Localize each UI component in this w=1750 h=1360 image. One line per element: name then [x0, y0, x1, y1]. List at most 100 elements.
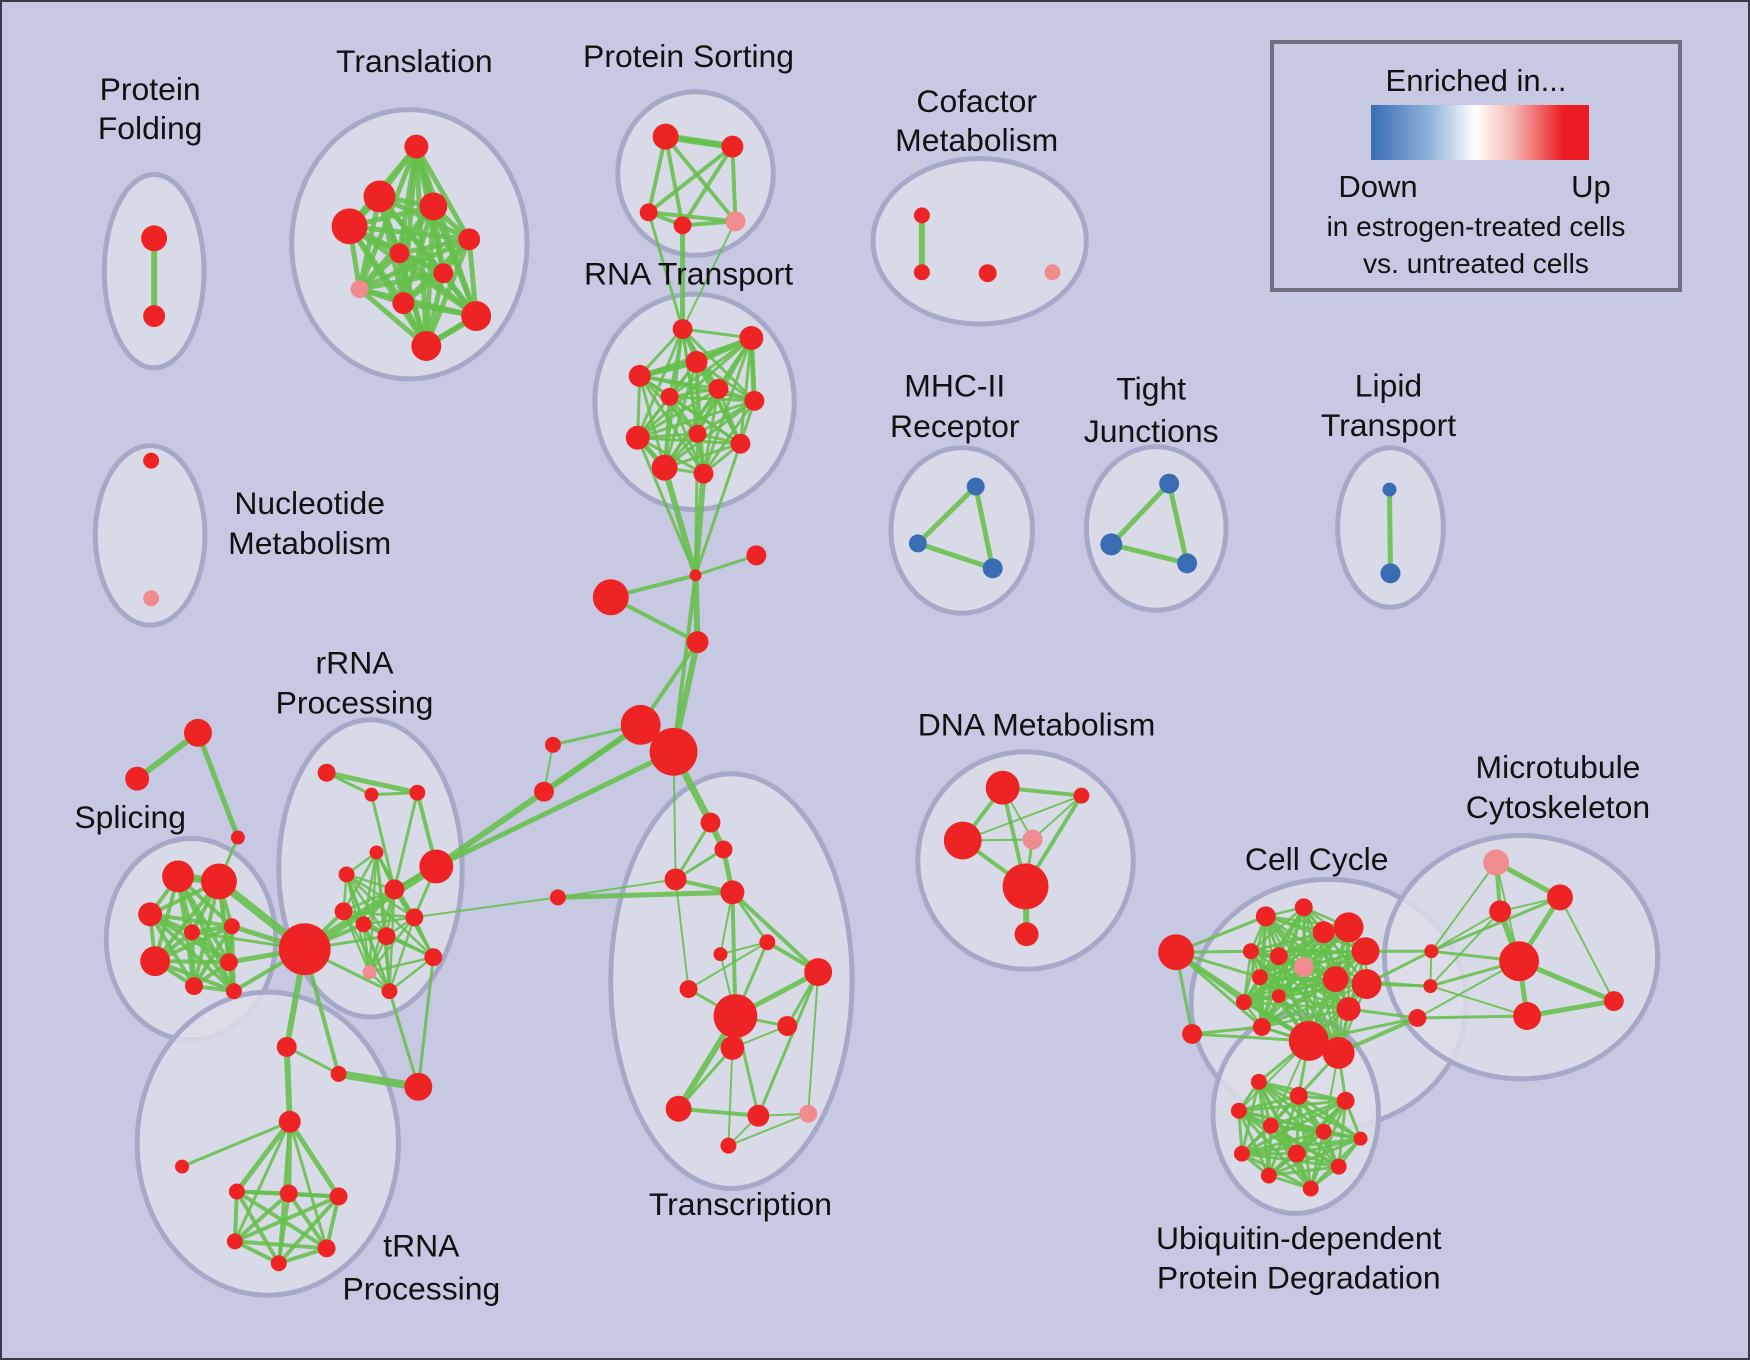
edge: [1267, 1137, 1363, 1178]
gene-set-node: [1547, 884, 1573, 911]
edge: [413, 896, 559, 919]
gene-set-node: [338, 866, 355, 883]
gene-set-node: [1260, 1167, 1277, 1184]
legend-up-label: Up: [1571, 169, 1611, 204]
gene-set-node: [620, 704, 661, 745]
edge: [385, 934, 391, 993]
edge: [342, 910, 416, 919]
gene-set-node: [966, 477, 985, 496]
gene-set-node: [225, 983, 242, 1000]
edge: [719, 941, 769, 956]
gene-set-node: [1294, 898, 1313, 917]
cluster-ellipse-mhc-ii-receptor: [888, 445, 1036, 616]
gene-set-node: [747, 1104, 770, 1127]
gene-set-node: [1100, 533, 1123, 556]
gene-set-node: [1002, 863, 1049, 910]
edge: [388, 916, 416, 993]
edge: [702, 399, 756, 476]
gene-set-node: [405, 908, 424, 927]
gene-set-node: [1293, 957, 1314, 978]
gene-set-node: [759, 934, 776, 951]
gene-set-node: [1489, 900, 1512, 923]
edge: [1430, 910, 1502, 953]
gene-set-node: [686, 631, 709, 654]
gene-set-node: [1424, 944, 1439, 959]
gene-set-node: [330, 1065, 347, 1082]
cluster-label-ubiquitin-dependent-protein-degradation: Protein Degradation: [1157, 1260, 1441, 1296]
edge: [1249, 931, 1325, 953]
gene-set-node: [1262, 1117, 1279, 1134]
gene-set-node: [1513, 1002, 1542, 1030]
edge: [646, 210, 738, 224]
gene-set-node: [125, 766, 150, 791]
gene-set-node: [689, 569, 702, 582]
edge: [668, 336, 753, 399]
edge: [234, 1119, 293, 1194]
gene-set-node: [913, 264, 930, 281]
gene-set-node: [628, 364, 651, 387]
gene-set-node: [1287, 1144, 1306, 1163]
edge: [1386, 487, 1393, 576]
edge: [915, 484, 979, 546]
gene-set-node: [1336, 997, 1361, 1021]
edge: [730, 890, 821, 975]
edge: [1108, 481, 1172, 547]
edge: [1031, 794, 1083, 841]
gene-set-node: [1159, 473, 1180, 494]
gene-set-node: [384, 879, 405, 900]
edge: [694, 442, 742, 577]
edge: [727, 1112, 810, 1147]
edge: [233, 1120, 292, 1243]
edge: [148, 912, 234, 929]
gene-set-node: [1242, 943, 1259, 960]
gene-set-node: [978, 264, 997, 283]
gene-set-node: [433, 263, 454, 284]
legend-gradient-bar: [1371, 105, 1589, 160]
gene-set-node: [1233, 1145, 1250, 1162]
cluster-label-tight-junctions: Tight: [1116, 370, 1186, 406]
gene-set-node: [721, 135, 744, 158]
gene-set-node: [389, 243, 410, 264]
gene-set-node: [639, 203, 658, 222]
gene-set-node: [739, 326, 764, 350]
gene-set-node: [1330, 1158, 1347, 1175]
edge: [663, 134, 685, 228]
gene-set-node: [1014, 922, 1039, 947]
gene-set-node: [673, 216, 692, 235]
gene-set-node: [908, 534, 927, 553]
edge: [362, 923, 371, 974]
cluster-ellipse-nucleotide-metabolism: [92, 443, 208, 628]
edge: [1249, 906, 1305, 953]
edge: [807, 971, 820, 1115]
cluster-label-cofactor-metabolism: Metabolism: [895, 122, 1058, 158]
gene-set-node: [720, 1137, 737, 1154]
gene-set-node: [713, 947, 728, 962]
cluster-label-cell-cycle: Cell Cycle: [1245, 841, 1389, 877]
gene-set-node: [141, 225, 168, 252]
edge: [738, 336, 753, 446]
gene-set-node: [409, 784, 426, 801]
gene-set-node: [985, 770, 1020, 805]
gene-set-node: [1250, 1073, 1267, 1090]
gene-set-node: [744, 390, 765, 411]
edge: [396, 250, 479, 319]
edge: [1166, 481, 1190, 566]
edge: [694, 432, 700, 577]
edge: [413, 144, 472, 242]
edge: [636, 436, 706, 476]
edge: [1558, 896, 1615, 1003]
edge: [357, 270, 446, 292]
edge: [1415, 1014, 1529, 1020]
gene-set-node: [364, 787, 379, 802]
gene-set-node: [138, 902, 163, 927]
gene-set-node: [424, 948, 443, 967]
gene-set-node: [1315, 1123, 1332, 1140]
gene-set-node: [651, 454, 678, 481]
edge: [1258, 975, 1368, 986]
gene-set-node: [329, 1187, 348, 1206]
gene-set-node: [700, 812, 721, 833]
gene-set-node: [1177, 553, 1198, 574]
edge: [636, 399, 756, 440]
